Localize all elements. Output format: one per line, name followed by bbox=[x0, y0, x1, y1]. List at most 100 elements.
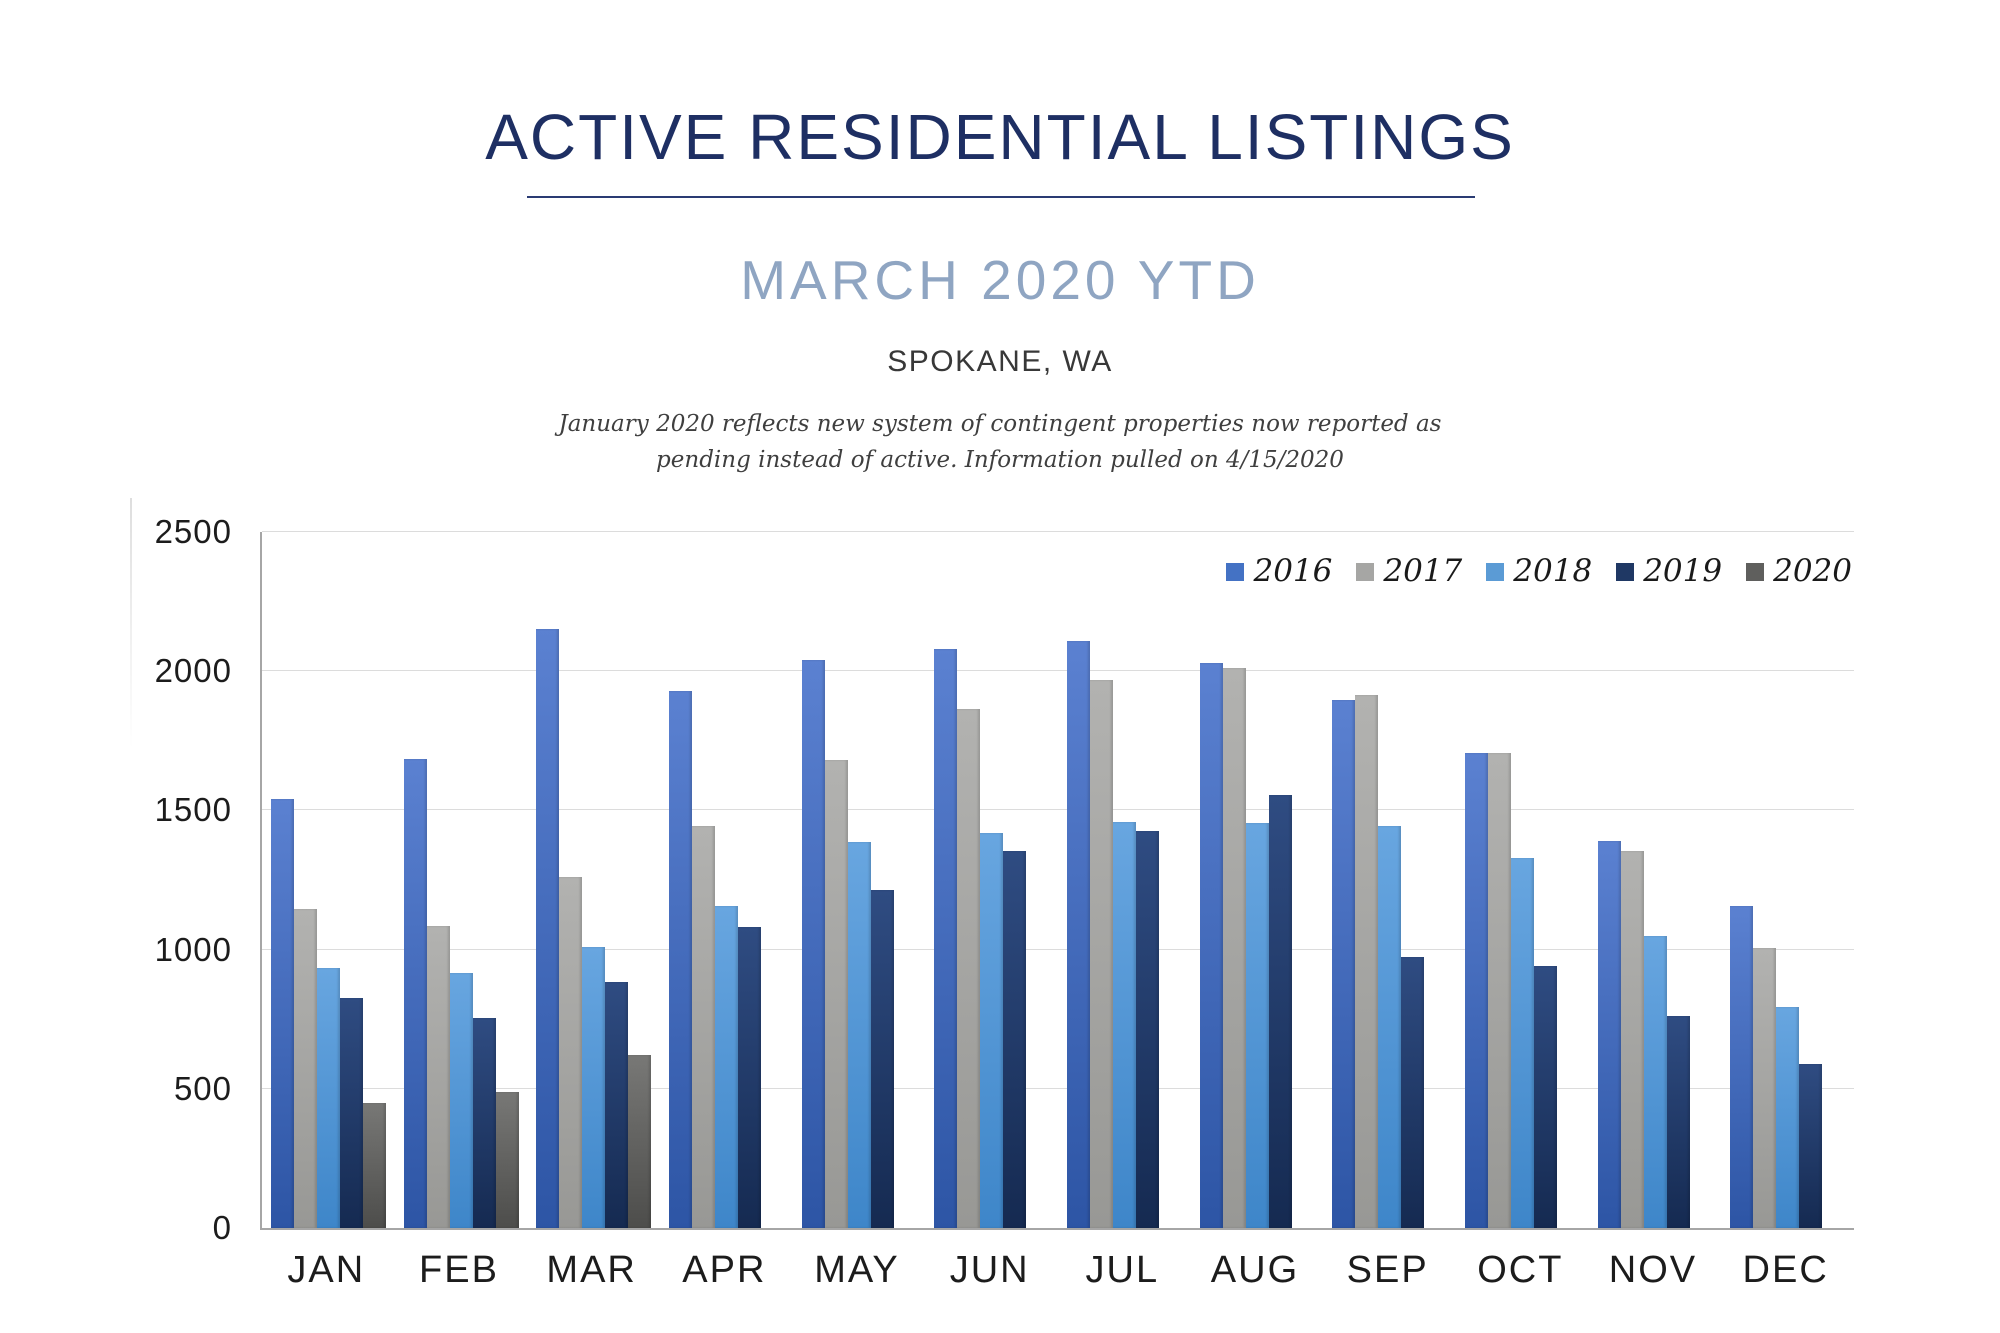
bar-apr-2019 bbox=[737, 927, 761, 1228]
y-tick-label-0: 0 bbox=[212, 1209, 232, 1246]
x-axis-labels: JAN FEB MAR APR MAY JUN JUL AUG SEP OCT NOV DEC bbox=[260, 1240, 1852, 1300]
bar-mar-2019 bbox=[605, 981, 629, 1228]
title-underline bbox=[527, 196, 1475, 198]
bar-aug-2016 bbox=[1199, 662, 1223, 1228]
bar-oct-2017 bbox=[1487, 753, 1511, 1228]
gridline-1500 bbox=[262, 809, 1854, 811]
x-tick-label-jun: JUN bbox=[949, 1249, 1030, 1291]
card-edge-line bbox=[130, 498, 132, 748]
gridline-1000 bbox=[262, 948, 1854, 950]
bar-jan-2020 bbox=[362, 1102, 386, 1228]
x-tick-label-jan: JAN bbox=[287, 1249, 366, 1291]
bar-apr-2018 bbox=[714, 906, 738, 1228]
x-tick-label-sep: SEP bbox=[1346, 1249, 1429, 1291]
location-label: SPOKANE, WA bbox=[887, 345, 1113, 378]
y-tick-label-2500: 2500 bbox=[154, 513, 232, 550]
bar-jul-2019 bbox=[1135, 831, 1159, 1228]
x-tick-label-mar: MAR bbox=[546, 1249, 637, 1291]
y-tick-label-1000: 1000 bbox=[154, 930, 232, 968]
gridline-2000 bbox=[262, 670, 1854, 672]
y-axis-labels: 0 500 1000 1500 2000 2500 bbox=[112, 515, 232, 1245]
bar-jun-2017 bbox=[957, 708, 981, 1228]
legend-swatch-2017 bbox=[1356, 562, 1375, 581]
bar-sep-2017 bbox=[1355, 694, 1379, 1228]
bar-oct-2016 bbox=[1464, 753, 1488, 1228]
y-tick-label-500: 500 bbox=[173, 1069, 232, 1107]
bar-feb-2019 bbox=[472, 1017, 496, 1228]
bar-may-2018 bbox=[847, 842, 871, 1228]
bar-nov-2016 bbox=[1597, 841, 1621, 1228]
legend-item-2017: 2017 bbox=[1356, 556, 1462, 587]
legend-label-2020: 2020 bbox=[1773, 553, 1852, 589]
plot-area bbox=[260, 531, 1854, 1230]
bar-feb-2017 bbox=[426, 925, 450, 1228]
bar-may-2019 bbox=[870, 889, 894, 1228]
x-tick-label-feb: FEB bbox=[419, 1249, 499, 1291]
legend-swatch-2020 bbox=[1746, 562, 1765, 581]
bar-jan-2019 bbox=[339, 998, 363, 1228]
bar-feb-2020 bbox=[495, 1091, 519, 1228]
x-tick-label-may: MAY bbox=[814, 1249, 900, 1291]
bar-aug-2017 bbox=[1222, 668, 1246, 1228]
bar-jun-2018 bbox=[980, 832, 1004, 1228]
legend-label-2016: 2016 bbox=[1253, 553, 1333, 589]
x-tick-label-oct: OCT bbox=[1477, 1249, 1564, 1291]
bar-dec-2016 bbox=[1730, 906, 1754, 1228]
bar-jul-2018 bbox=[1112, 821, 1136, 1228]
x-tick-label-jul: JUL bbox=[1085, 1249, 1160, 1291]
bar-aug-2018 bbox=[1245, 822, 1269, 1228]
x-tick-label-dec: DEC bbox=[1742, 1249, 1829, 1291]
bar-jan-2017 bbox=[293, 909, 317, 1228]
x-tick-label-apr: APR bbox=[682, 1249, 767, 1291]
bar-sep-2019 bbox=[1401, 956, 1425, 1228]
y-tick-label-1500: 1500 bbox=[154, 791, 232, 829]
footnote-line-2: pending instead of active. Information p… bbox=[656, 447, 1344, 473]
footnote-line-1: January 2020 reflects new system of cont… bbox=[558, 411, 1442, 437]
gridline-500 bbox=[262, 1087, 1854, 1089]
bar-apr-2017 bbox=[691, 825, 715, 1228]
bar-jul-2017 bbox=[1089, 679, 1113, 1228]
bar-jan-2016 bbox=[270, 799, 294, 1228]
bar-jun-2019 bbox=[1003, 850, 1027, 1228]
legend-label-2018: 2018 bbox=[1513, 553, 1593, 589]
gridline-2500 bbox=[262, 531, 1854, 532]
bar-feb-2018 bbox=[449, 973, 473, 1228]
bar-feb-2016 bbox=[403, 758, 427, 1228]
bar-dec-2018 bbox=[1776, 1006, 1800, 1228]
bar-jan-2018 bbox=[316, 967, 340, 1228]
bar-oct-2019 bbox=[1533, 966, 1557, 1228]
bar-mar-2020 bbox=[628, 1055, 652, 1228]
x-tick-label-aug: AUG bbox=[1210, 1249, 1300, 1291]
legend-item-2020: 2020 bbox=[1746, 556, 1852, 587]
bar-mar-2018 bbox=[582, 946, 606, 1228]
legend-item-2019: 2019 bbox=[1616, 556, 1722, 587]
chart-legend: 2016 2017 2018 2019 2020 bbox=[1226, 556, 1852, 587]
bar-mar-2016 bbox=[536, 629, 560, 1228]
page-title: ACTIVE RESIDENTIAL LISTINGS bbox=[485, 101, 1515, 173]
bar-dec-2019 bbox=[1799, 1063, 1823, 1228]
bar-dec-2017 bbox=[1753, 948, 1777, 1228]
bar-sep-2016 bbox=[1332, 700, 1356, 1228]
legend-label-2019: 2019 bbox=[1643, 553, 1723, 589]
legend-item-2018: 2018 bbox=[1486, 556, 1592, 587]
footnote: January 2020 reflects new system of cont… bbox=[0, 406, 2000, 478]
bar-sep-2018 bbox=[1378, 825, 1402, 1228]
bar-aug-2019 bbox=[1268, 795, 1292, 1228]
bar-nov-2017 bbox=[1620, 850, 1644, 1228]
subtitle: MARCH 2020 YTD bbox=[740, 249, 1260, 311]
x-tick-label-nov: NOV bbox=[1608, 1249, 1698, 1291]
legend-item-2016: 2016 bbox=[1226, 556, 1332, 587]
legend-swatch-2019 bbox=[1616, 562, 1635, 581]
legend-label-2017: 2017 bbox=[1383, 553, 1463, 589]
bar-jun-2016 bbox=[934, 648, 958, 1228]
bar-nov-2018 bbox=[1643, 935, 1667, 1228]
bar-nov-2019 bbox=[1666, 1016, 1690, 1228]
bar-jul-2016 bbox=[1066, 640, 1090, 1228]
bar-apr-2016 bbox=[668, 690, 692, 1228]
legend-swatch-2016 bbox=[1226, 562, 1245, 581]
bar-oct-2018 bbox=[1510, 857, 1534, 1228]
legend-swatch-2018 bbox=[1486, 562, 1505, 581]
bar-may-2016 bbox=[801, 660, 825, 1228]
bar-mar-2017 bbox=[559, 877, 583, 1228]
